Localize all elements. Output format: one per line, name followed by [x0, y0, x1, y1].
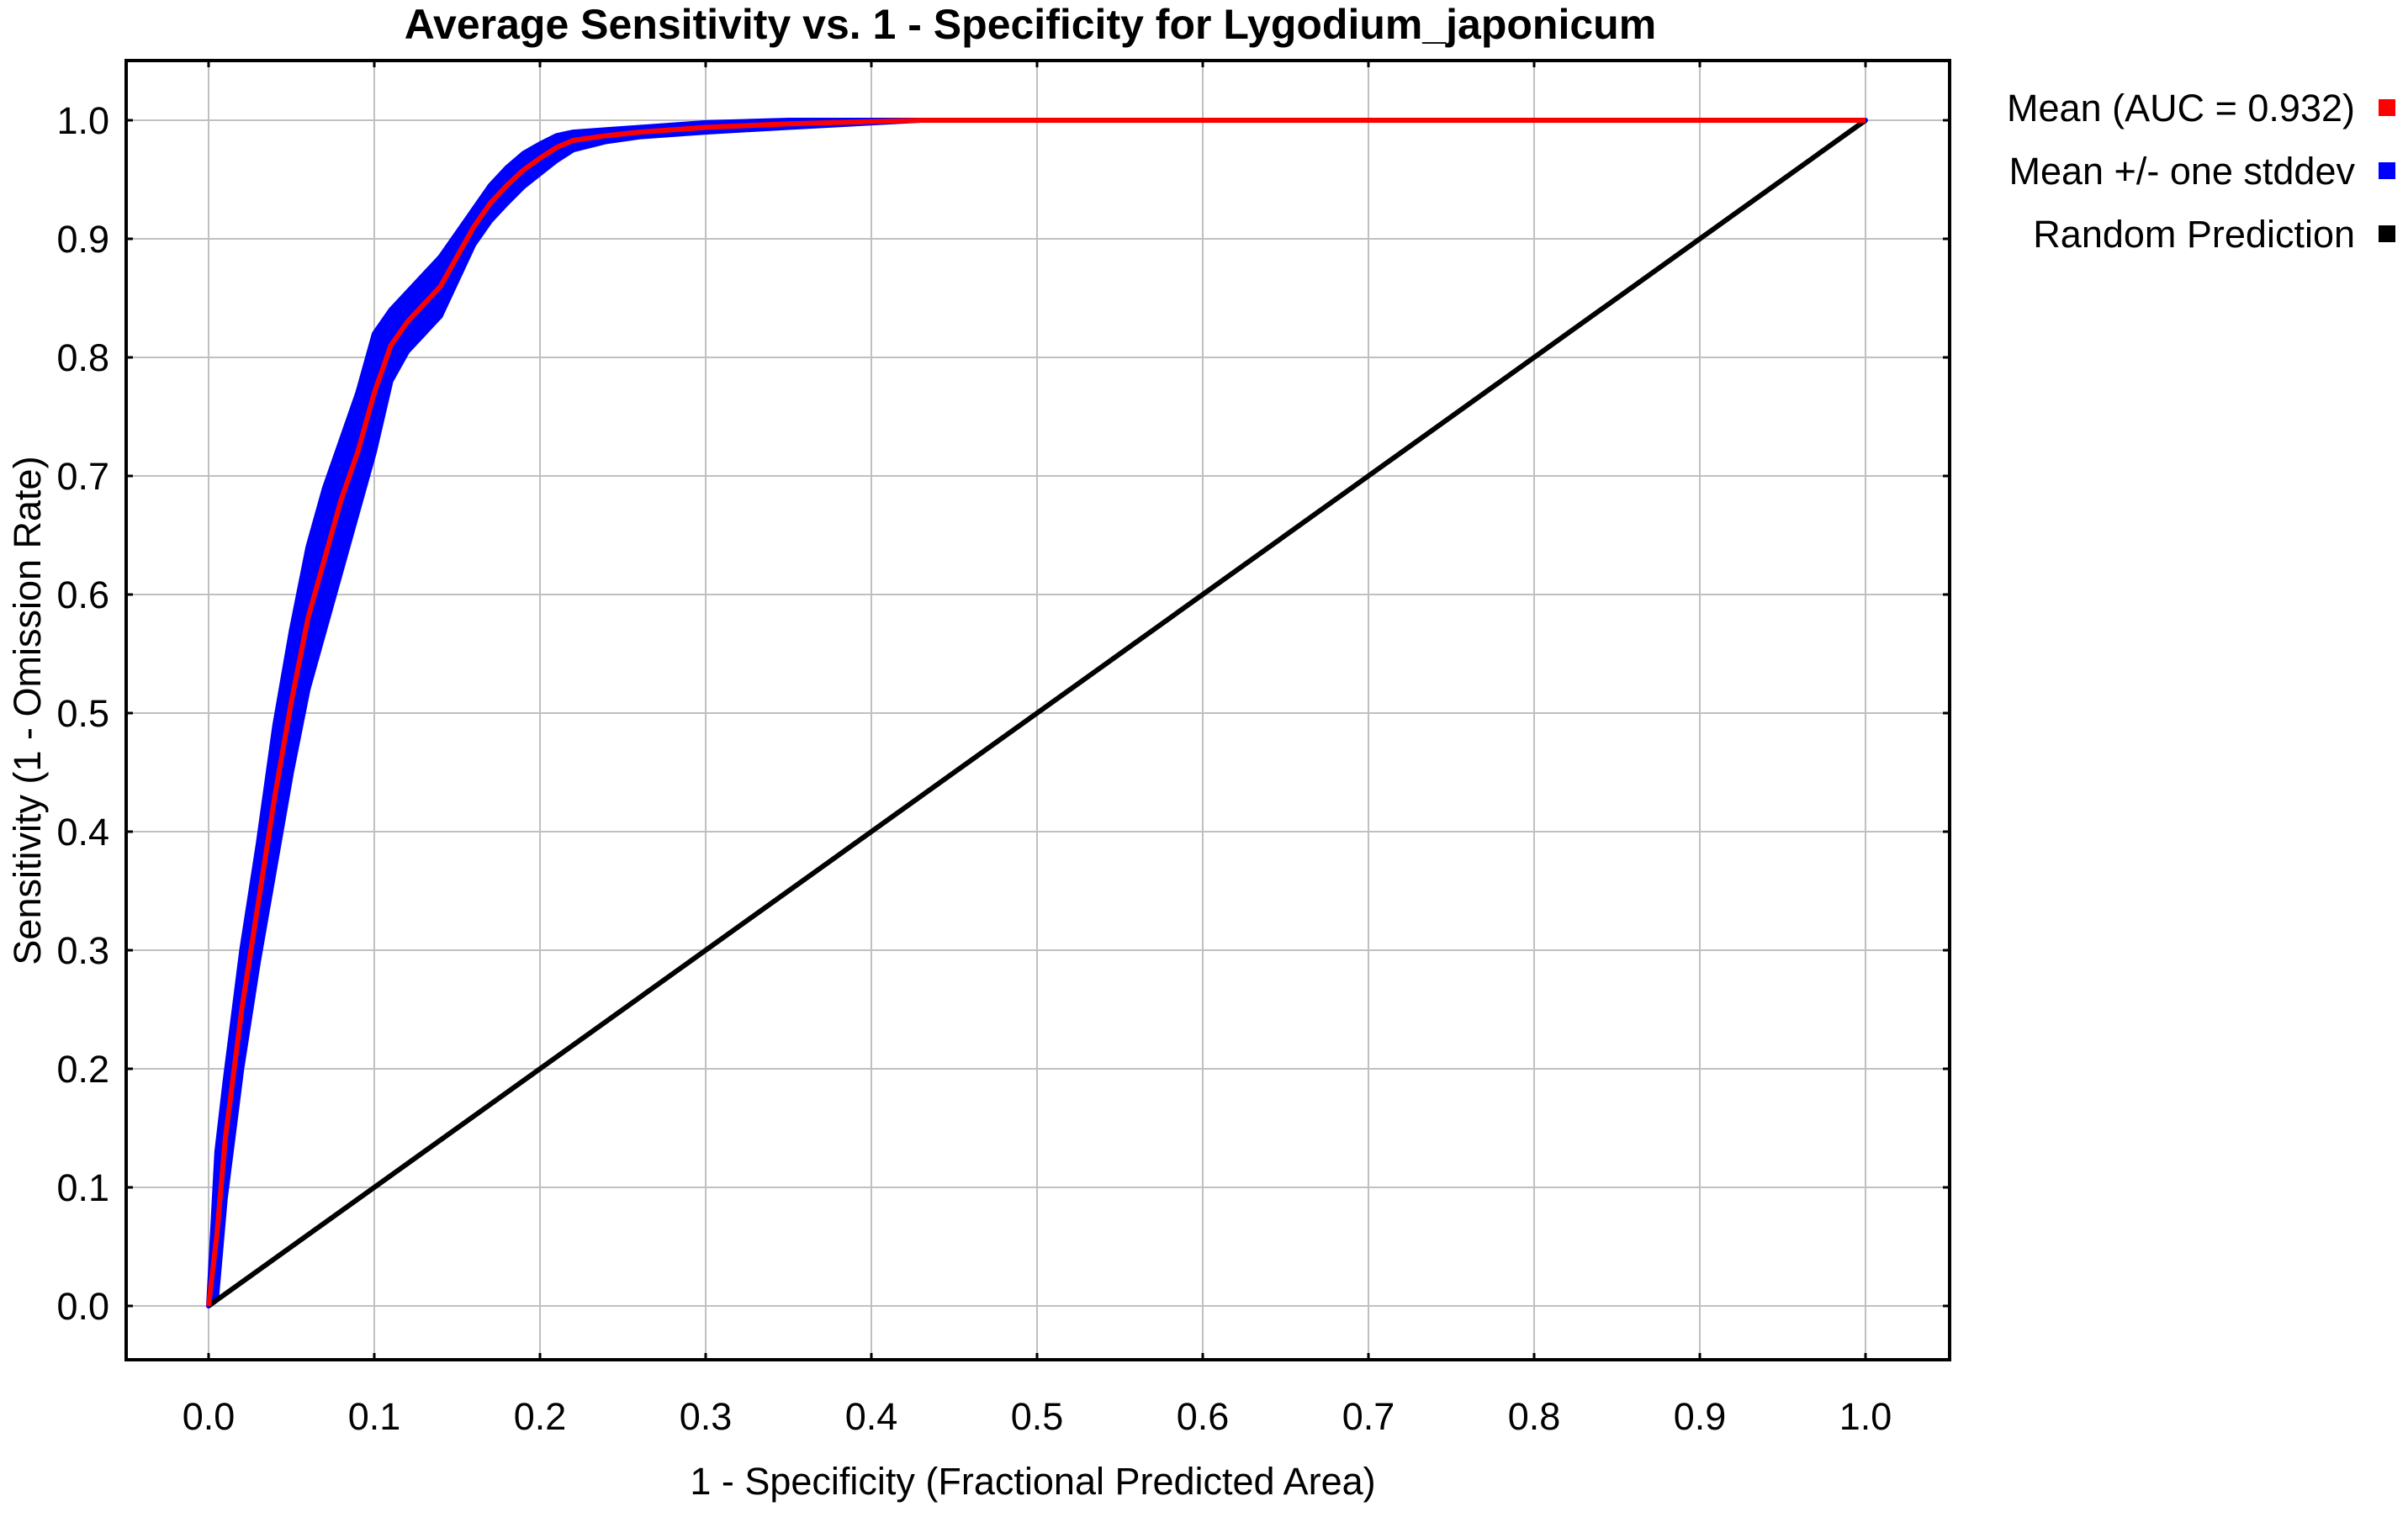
y-tick-label: 0.8 — [56, 336, 109, 379]
y-tick-label: 0.1 — [56, 1166, 109, 1209]
chart-title: Average Sensitivity vs. 1 - Specificity … — [405, 1, 1656, 48]
y-tick-label: 0.9 — [56, 218, 109, 261]
y-tick-label: 0.3 — [56, 929, 109, 972]
y-tick-label: 0.7 — [56, 455, 109, 498]
legend: Mean (AUC = 0.932) Mean +/- one stddev Ran… — [2007, 87, 2395, 256]
x-tick-label: 0.4 — [845, 1395, 898, 1438]
x-tick-label: 0.2 — [514, 1395, 567, 1438]
random-prediction-line — [207, 118, 1867, 1308]
legend-item-mean-label: Mean (AUC = 0.932) — [2007, 87, 2355, 130]
y-tick-label: 0.5 — [56, 692, 109, 735]
x-tick-label: 0.1 — [348, 1395, 401, 1438]
x-tick-label: 0.5 — [1011, 1395, 1064, 1438]
legend-item-random-swatch — [2379, 225, 2395, 242]
y-tick-label: 0.2 — [56, 1048, 109, 1091]
x-tick-label: 1.0 — [1839, 1395, 1892, 1438]
series-lines-layer — [206, 118, 1867, 1308]
x-tick-label: 0.6 — [1177, 1395, 1230, 1438]
legend-item-random-label: Random Prediction — [2033, 213, 2355, 256]
y-tick-label: 0.0 — [56, 1285, 109, 1328]
x-tick-label: 0.3 — [680, 1395, 733, 1438]
y-tick-label: 0.6 — [56, 574, 109, 616]
x-tick-label: 0.0 — [183, 1395, 236, 1438]
x-tick-label: 0.9 — [1674, 1395, 1727, 1438]
mean-line — [206, 118, 1866, 1307]
axis-ticks: 0.0 0.1 0.2 0.3 0.4 0.5 0.6 0.7 0.8 0.9 1.0 0.0 0.1 0… — [56, 61, 1950, 1438]
legend-item-mean-swatch — [2379, 99, 2395, 116]
legend-item-stddev-label: Mean +/- one stddev — [2008, 150, 2355, 193]
legend-item-stddev-swatch — [2379, 162, 2395, 179]
x-tick-label: 0.7 — [1342, 1395, 1395, 1438]
x-tick-label: 0.8 — [1508, 1395, 1561, 1438]
x-axis-label: 1 - Specificity (Fractional Predicted Ar… — [690, 1460, 1375, 1503]
y-tick-label: 1.0 — [56, 99, 109, 142]
y-axis-label: Sensitivity (1 - Omission Rate) — [6, 456, 49, 965]
y-tick-label: 0.4 — [56, 811, 109, 854]
